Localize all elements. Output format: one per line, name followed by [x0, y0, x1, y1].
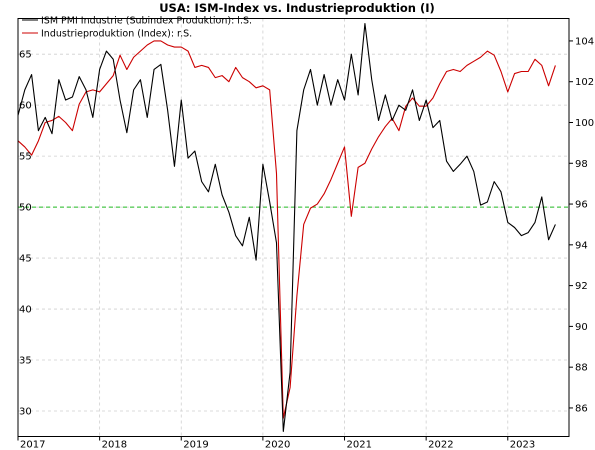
legend-label-ip: Industrieproduktion (Index): r.S.: [41, 29, 192, 40]
y-right-tick-100: 100: [575, 118, 594, 129]
y-left-tick-35: 35: [19, 356, 32, 367]
y-left-tick-30: 30: [19, 407, 32, 418]
y-right-tick-102: 102: [575, 77, 594, 88]
series-layer: [17, 23, 556, 432]
legend-label-ism: ISM PMI Industrie (Subindex Produktion):…: [41, 16, 252, 27]
axis-ticks: 2017 2018 2019 2020 2021 2022 2023 30 35 40 45 50 55…: [17, 36, 594, 450]
plot-frame: [17, 18, 570, 437]
y-right-tick-88: 88: [575, 363, 588, 374]
x-tick-label-2022: 2022: [428, 440, 453, 450]
x-tick-label-2019: 2019: [183, 440, 208, 450]
y-right-tick-90: 90: [575, 322, 588, 333]
x-tick-label-2018: 2018: [102, 440, 127, 450]
series-line-ism: [17, 23, 556, 432]
y-right-tick-92: 92: [575, 281, 588, 292]
y-left-tick-60: 60: [19, 101, 32, 112]
series-line-industrieproduktion: [17, 40, 556, 419]
x-tick-label-2021: 2021: [347, 440, 372, 450]
x-tick-label-2020: 2020: [265, 440, 290, 450]
x-tick-label-2017: 2017: [20, 440, 45, 450]
chart-title: USA: ISM-Index vs. Industrieproduktion (…: [159, 1, 435, 15]
legend: ISM PMI Industrie (Subindex Produktion):…: [22, 16, 252, 40]
x-tick-label-2023: 2023: [510, 440, 535, 450]
y-left-tick-55: 55: [19, 152, 32, 163]
y-right-tick-104: 104: [575, 36, 594, 47]
y-left-tick-40: 40: [19, 305, 32, 316]
y-right-tick-86: 86: [575, 403, 588, 414]
y-right-tick-94: 94: [575, 240, 588, 251]
y-left-tick-45: 45: [19, 254, 32, 265]
y-left-tick-65: 65: [19, 50, 32, 61]
grid: [18, 18, 569, 437]
y-left-tick-50: 50: [19, 203, 32, 214]
y-right-tick-96: 96: [575, 200, 588, 211]
y-right-tick-98: 98: [575, 159, 588, 170]
